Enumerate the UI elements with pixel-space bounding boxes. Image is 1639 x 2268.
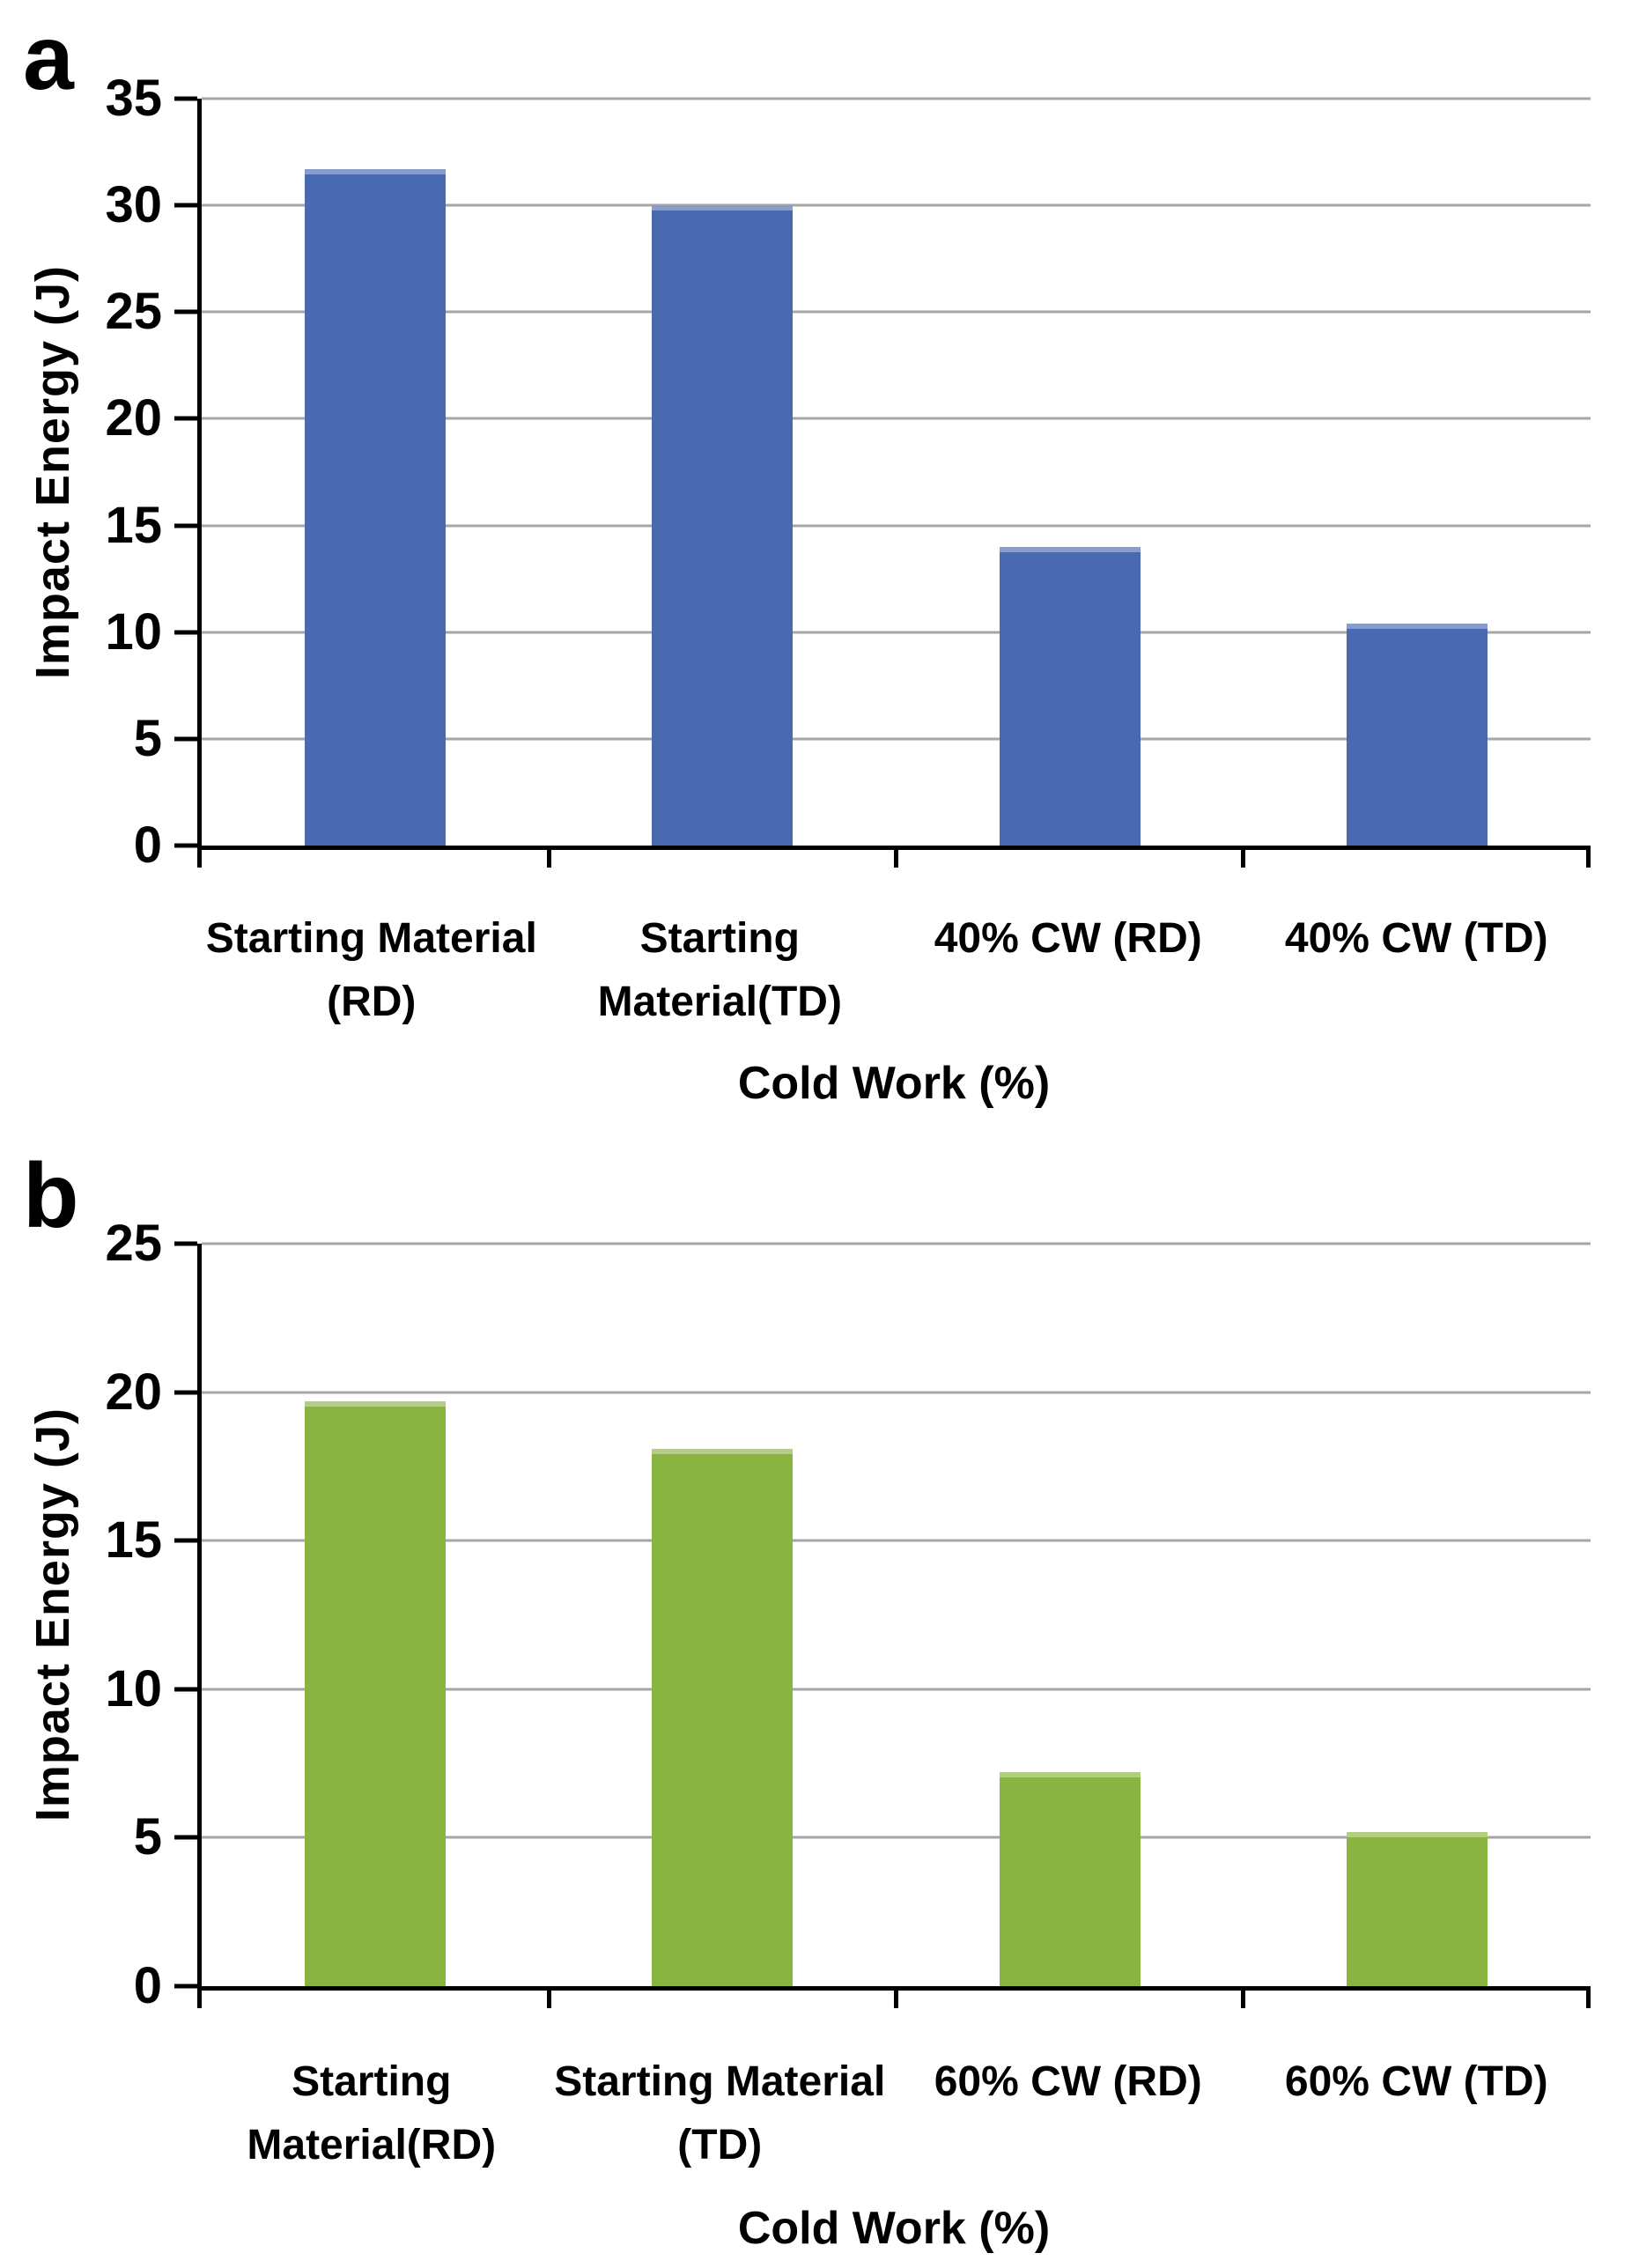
- x-category-label: Starting Material(TD): [546, 907, 895, 1034]
- y-tick-label: 20: [105, 389, 162, 447]
- y-tick-mark: [174, 843, 197, 848]
- x-category-label-line: Starting Material: [205, 915, 537, 962]
- y-axis-tick-labels: 0 5 10 15 20 25: [0, 1218, 197, 2012]
- x-category-label-line: (TD): [677, 2122, 763, 2168]
- bar: [1346, 1831, 1488, 1986]
- gridline: [202, 1242, 1591, 1245]
- x-category-label-line: (RD): [327, 979, 417, 1025]
- y-tick-label: 5: [133, 1808, 162, 1866]
- bar: [305, 1400, 447, 1986]
- gridline: [202, 1688, 1591, 1691]
- bar: [999, 546, 1141, 846]
- y-axis-tick-labels: 0 5 10 15 20 25 30 35: [0, 73, 197, 871]
- x-tick-mark: [1241, 846, 1246, 868]
- bar: [652, 1448, 794, 1986]
- gridline: [202, 524, 1591, 528]
- y-tick-mark: [174, 1687, 197, 1692]
- x-tick-mark: [546, 846, 551, 868]
- x-tick-mark: [1586, 1986, 1591, 2008]
- plot-area-a: [197, 97, 1591, 868]
- x-category-label-line: Starting: [292, 2058, 452, 2105]
- x-tick-mark: [894, 846, 898, 868]
- y-tick-mark: [174, 416, 197, 421]
- y-tick-label: 15: [105, 1511, 162, 1570]
- y-tick-label: 25: [105, 283, 162, 341]
- y-tick-mark: [174, 309, 197, 314]
- x-axis-title: Cold Work (%): [737, 2203, 1051, 2254]
- x-tick-mark: [1586, 846, 1591, 868]
- gridline: [202, 631, 1591, 634]
- x-category-label: Starting Material (TD): [546, 2050, 895, 2177]
- y-tick-mark: [174, 203, 197, 208]
- gridline: [202, 737, 1591, 741]
- bar: [1346, 624, 1488, 846]
- y-tick-mark: [174, 1241, 197, 1246]
- y-tick-label: 0: [133, 816, 162, 874]
- panel-b: b Impact Energy (J) 0 5 10 15 20 25 Starting M…: [0, 1134, 1639, 2268]
- x-category-label-line: 40% CW (TD): [1284, 915, 1548, 962]
- y-tick-label: 10: [105, 1659, 162, 1718]
- y-tick-mark: [174, 630, 197, 635]
- x-axis-title: Cold Work (%): [737, 1058, 1051, 1109]
- x-category-label-line: Material(RD): [247, 2122, 497, 2168]
- x-category-label: Starting Material (RD): [197, 907, 546, 1034]
- x-category-label: 40% CW (RD): [894, 907, 1243, 971]
- x-category-labels: Starting Material(RD) Starting Material (TD…: [197, 2050, 1591, 2191]
- y-tick-mark: [174, 1984, 197, 1989]
- gridline: [202, 203, 1591, 207]
- gridline: [202, 310, 1591, 314]
- x-category-label-line: Starting: [639, 915, 800, 962]
- y-tick-mark: [174, 1390, 197, 1395]
- x-category-label-line: 40% CW (RD): [934, 915, 1202, 962]
- bar: [999, 1772, 1141, 1986]
- x-category-label: Starting Material(RD): [197, 2050, 546, 2177]
- y-axis-zero-tick: [197, 1986, 202, 2008]
- gridline: [202, 417, 1591, 420]
- y-axis-zero-tick: [197, 846, 202, 868]
- y-tick-label: 20: [105, 1363, 162, 1421]
- x-category-label-line: Starting Material: [554, 2058, 886, 2105]
- x-category-label: 40% CW (TD): [1243, 907, 1591, 971]
- plot-area-b: [197, 1242, 1591, 2008]
- y-tick-label: 25: [105, 1215, 162, 1272]
- x-category-label-line: 60% CW (RD): [934, 2058, 1202, 2105]
- y-tick-mark: [174, 736, 197, 742]
- x-tick-mark: [546, 1986, 551, 2008]
- panel-a: a Impact Energy (J) 0 5 10 15 20 25 30 35 Start…: [0, 7, 1591, 1109]
- y-tick-mark: [174, 1538, 197, 1543]
- y-tick-label: 10: [105, 602, 162, 661]
- panel-a-letter: a: [23, 7, 74, 109]
- y-tick-label: 15: [105, 496, 162, 554]
- x-tick-mark: [1241, 1986, 1246, 2008]
- panel-b-letter: b: [23, 1145, 79, 1247]
- y-tick-label: 30: [105, 176, 162, 234]
- x-tick-mark: [894, 1986, 898, 2008]
- gridline: [202, 97, 1591, 100]
- y-tick-label: 5: [133, 709, 162, 767]
- x-category-label-line: 60% CW (TD): [1284, 2058, 1548, 2105]
- gridline: [202, 1836, 1591, 1839]
- gridline: [202, 1391, 1591, 1394]
- x-category-labels: Starting Material (RD) Starting Material(TD…: [197, 907, 1591, 1048]
- y-tick-mark: [174, 523, 197, 528]
- x-category-label-line: Material(TD): [597, 979, 842, 1025]
- y-tick-mark: [174, 1835, 197, 1840]
- bar: [652, 205, 794, 846]
- y-tick-label: 35: [105, 70, 162, 127]
- x-category-label: 60% CW (TD): [1243, 2050, 1591, 2114]
- y-tick-mark: [174, 96, 197, 101]
- gridline: [202, 1539, 1591, 1542]
- x-category-label: 60% CW (RD): [894, 2050, 1243, 2114]
- bar: [305, 168, 447, 846]
- y-tick-label: 0: [133, 1957, 162, 2014]
